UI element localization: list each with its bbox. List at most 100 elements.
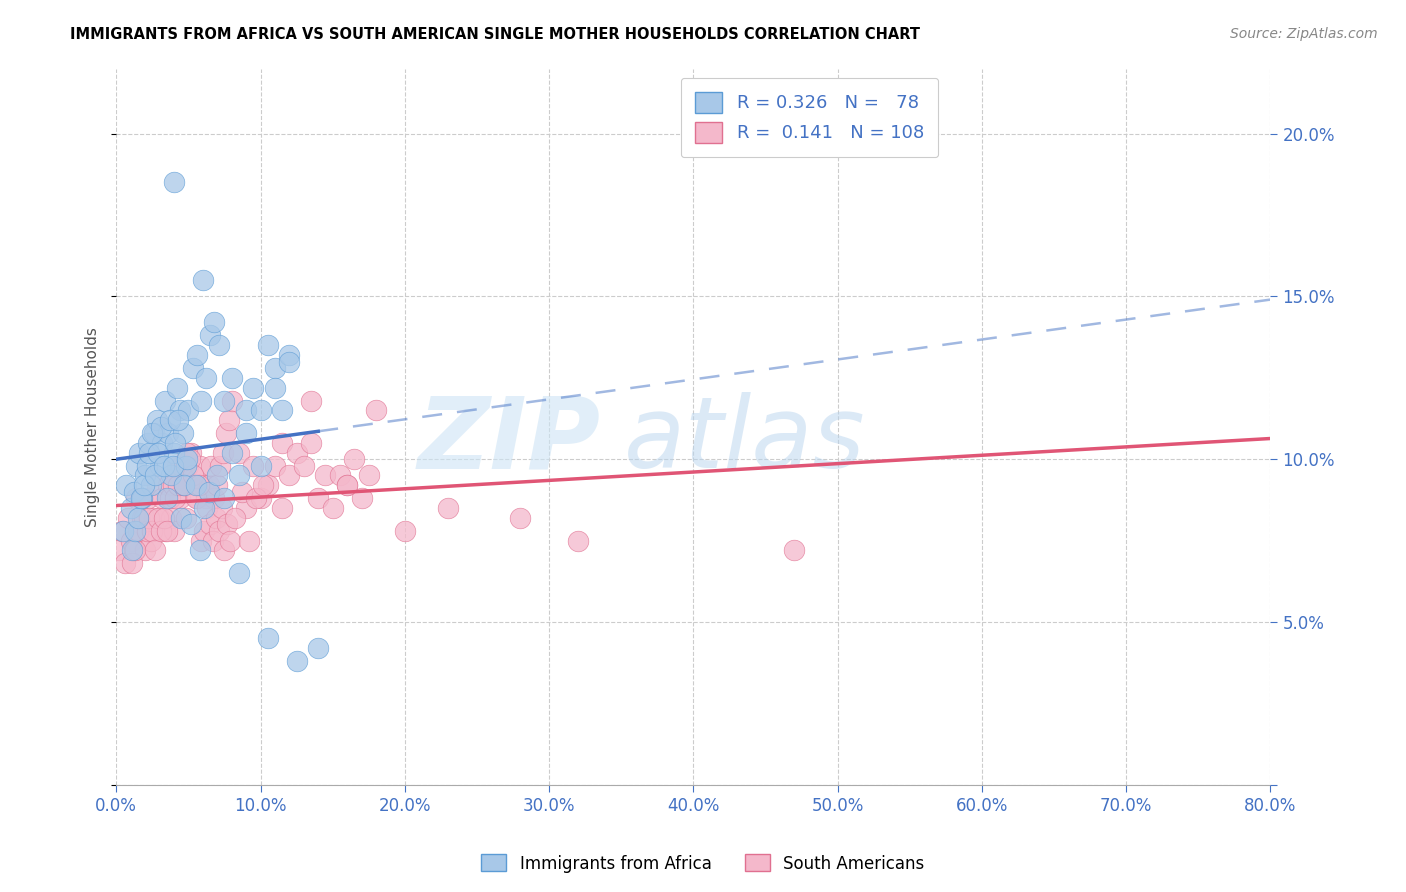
Point: [131, 510, 153, 524]
Point: [156, 491, 179, 506]
Point: [194, 491, 217, 506]
Point: [336, 478, 359, 492]
Point: [115, 478, 138, 492]
Point: [350, 491, 373, 506]
Point: [198, 517, 221, 532]
Point: [214, 491, 236, 506]
Point: [139, 533, 162, 548]
Point: [249, 491, 271, 506]
Point: [214, 543, 236, 558]
Point: [148, 510, 170, 524]
Point: [162, 458, 184, 473]
Point: [121, 557, 143, 571]
Point: [132, 478, 155, 492]
Point: [122, 543, 145, 558]
Point: [186, 348, 208, 362]
Point: [209, 458, 232, 473]
Point: [238, 533, 260, 548]
Point: [184, 491, 207, 506]
Point: [242, 458, 264, 473]
Point: [141, 426, 163, 441]
Point: [343, 452, 366, 467]
Text: atlas: atlas: [624, 392, 866, 490]
Point: [249, 458, 271, 473]
Point: [307, 640, 329, 655]
Point: [200, 458, 222, 473]
Point: [131, 491, 153, 506]
Point: [202, 315, 225, 329]
Point: [271, 501, 294, 516]
Point: [156, 524, 179, 538]
Point: [135, 458, 157, 473]
Point: [278, 354, 301, 368]
Point: [228, 566, 250, 581]
Point: [121, 543, 143, 558]
Point: [215, 426, 238, 441]
Point: [159, 491, 181, 506]
Point: [264, 458, 287, 473]
Point: [146, 510, 169, 524]
Point: [217, 517, 239, 532]
Point: [167, 413, 190, 427]
Point: [152, 491, 174, 506]
Point: [127, 524, 149, 538]
Point: [329, 468, 352, 483]
Point: [193, 501, 215, 516]
Point: [271, 436, 294, 450]
Point: [142, 426, 165, 441]
Point: [150, 524, 173, 538]
Point: [159, 413, 181, 427]
Point: [509, 510, 531, 524]
Point: [221, 393, 243, 408]
Point: [111, 524, 134, 538]
Y-axis label: Single Mother Households: Single Mother Households: [86, 326, 100, 526]
Point: [125, 458, 148, 473]
Point: [125, 491, 148, 506]
Point: [134, 468, 156, 483]
Point: [186, 491, 208, 506]
Point: [172, 426, 194, 441]
Point: [160, 468, 183, 483]
Text: IMMIGRANTS FROM AFRICA VS SOUTH AMERICAN SINGLE MOTHER HOUSEHOLDS CORRELATION CH: IMMIGRANTS FROM AFRICA VS SOUTH AMERICAN…: [70, 27, 921, 42]
Point: [228, 445, 250, 459]
Point: [285, 445, 308, 459]
Point: [145, 413, 167, 427]
Point: [264, 361, 287, 376]
Point: [256, 478, 278, 492]
Point: [188, 458, 211, 473]
Point: [108, 543, 131, 558]
Point: [221, 445, 243, 459]
Point: [242, 380, 264, 394]
Point: [214, 393, 236, 408]
Point: [114, 557, 136, 571]
Point: [783, 543, 806, 558]
Point: [235, 501, 257, 516]
Point: [180, 517, 202, 532]
Text: ZIP: ZIP: [418, 392, 600, 490]
Point: [148, 458, 170, 473]
Point: [211, 501, 233, 516]
Point: [235, 426, 257, 441]
Point: [221, 371, 243, 385]
Point: [124, 524, 146, 538]
Point: [181, 468, 204, 483]
Point: [208, 524, 231, 538]
Point: [191, 273, 214, 287]
Point: [322, 501, 344, 516]
Legend: Immigrants from Africa, South Americans: Immigrants from Africa, South Americans: [475, 847, 931, 880]
Point: [197, 484, 219, 499]
Point: [170, 458, 193, 473]
Point: [567, 533, 589, 548]
Point: [256, 632, 278, 646]
Point: [249, 403, 271, 417]
Point: [169, 403, 191, 417]
Point: [197, 478, 219, 492]
Point: [235, 403, 257, 417]
Point: [153, 458, 176, 473]
Point: [136, 436, 159, 450]
Point: [174, 458, 197, 473]
Point: [190, 393, 212, 408]
Point: [177, 403, 200, 417]
Point: [198, 328, 221, 343]
Point: [202, 491, 225, 506]
